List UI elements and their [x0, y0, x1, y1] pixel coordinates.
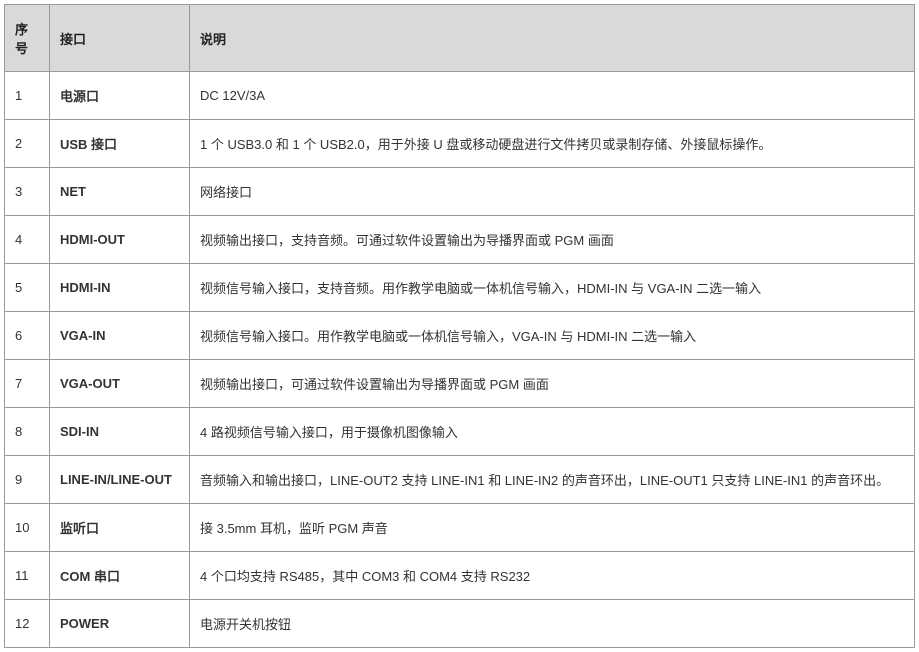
cell-port: VGA-IN — [50, 312, 190, 360]
table-row: 6 VGA-IN 视频信号输入接口。用作教学电脑或一体机信号输入，VGA-IN … — [5, 312, 915, 360]
cell-desc: 音频输入和输出接口，LINE-OUT2 支持 LINE-IN1 和 LINE-I… — [190, 456, 915, 504]
cell-desc: 1 个 USB3.0 和 1 个 USB2.0，用于外接 U 盘或移动硬盘进行文… — [190, 120, 915, 168]
cell-seq: 7 — [5, 360, 50, 408]
cell-desc: 网络接口 — [190, 168, 915, 216]
table-body: 1 电源口 DC 12V/3A 2 USB 接口 1 个 USB3.0 和 1 … — [5, 72, 915, 648]
cell-desc: 视频输出接口，可通过软件设置输出为导播界面或 PGM 画面 — [190, 360, 915, 408]
cell-desc: DC 12V/3A — [190, 72, 915, 120]
table-row: 10 监听口 接 3.5mm 耳机，监听 PGM 声音 — [5, 504, 915, 552]
cell-desc: 视频信号输入接口，支持音频。用作教学电脑或一体机信号输入，HDMI-IN 与 V… — [190, 264, 915, 312]
cell-seq: 5 — [5, 264, 50, 312]
cell-port: HDMI-IN — [50, 264, 190, 312]
cell-seq: 8 — [5, 408, 50, 456]
cell-desc: 4 路视频信号输入接口，用于摄像机图像输入 — [190, 408, 915, 456]
table-row: 5 HDMI-IN 视频信号输入接口，支持音频。用作教学电脑或一体机信号输入，H… — [5, 264, 915, 312]
cell-port: VGA-OUT — [50, 360, 190, 408]
table-row: 9 LINE-IN/LINE-OUT 音频输入和输出接口，LINE-OUT2 支… — [5, 456, 915, 504]
cell-desc: 4 个口均支持 RS485，其中 COM3 和 COM4 支持 RS232 — [190, 552, 915, 600]
cell-seq: 4 — [5, 216, 50, 264]
cell-port: 监听口 — [50, 504, 190, 552]
cell-port: NET — [50, 168, 190, 216]
cell-port: POWER — [50, 600, 190, 648]
cell-seq: 10 — [5, 504, 50, 552]
cell-seq: 9 — [5, 456, 50, 504]
cell-desc: 视频输出接口，支持音频。可通过软件设置输出为导播界面或 PGM 画面 — [190, 216, 915, 264]
cell-port: USB 接口 — [50, 120, 190, 168]
header-port: 接口 — [50, 5, 190, 72]
table-row: 2 USB 接口 1 个 USB3.0 和 1 个 USB2.0，用于外接 U … — [5, 120, 915, 168]
table-row: 3 NET 网络接口 — [5, 168, 915, 216]
cell-seq: 2 — [5, 120, 50, 168]
interface-table: 序号 接口 说明 1 电源口 DC 12V/3A 2 USB 接口 1 个 US… — [4, 4, 915, 648]
table-row: 12 POWER 电源开关机按钮 — [5, 600, 915, 648]
table-row: 4 HDMI-OUT 视频输出接口，支持音频。可通过软件设置输出为导播界面或 P… — [5, 216, 915, 264]
table-row: 11 COM 串口 4 个口均支持 RS485，其中 COM3 和 COM4 支… — [5, 552, 915, 600]
cell-desc: 接 3.5mm 耳机，监听 PGM 声音 — [190, 504, 915, 552]
header-seq: 序号 — [5, 5, 50, 72]
cell-seq: 11 — [5, 552, 50, 600]
header-desc: 说明 — [190, 5, 915, 72]
table-row: 7 VGA-OUT 视频输出接口，可通过软件设置输出为导播界面或 PGM 画面 — [5, 360, 915, 408]
cell-port: LINE-IN/LINE-OUT — [50, 456, 190, 504]
cell-seq: 6 — [5, 312, 50, 360]
table-row: 1 电源口 DC 12V/3A — [5, 72, 915, 120]
cell-seq: 3 — [5, 168, 50, 216]
cell-port: SDI-IN — [50, 408, 190, 456]
cell-desc: 电源开关机按钮 — [190, 600, 915, 648]
cell-port: HDMI-OUT — [50, 216, 190, 264]
cell-seq: 1 — [5, 72, 50, 120]
cell-seq: 12 — [5, 600, 50, 648]
cell-port: 电源口 — [50, 72, 190, 120]
table-header-row: 序号 接口 说明 — [5, 5, 915, 72]
cell-desc: 视频信号输入接口。用作教学电脑或一体机信号输入，VGA-IN 与 HDMI-IN… — [190, 312, 915, 360]
table-row: 8 SDI-IN 4 路视频信号输入接口，用于摄像机图像输入 — [5, 408, 915, 456]
cell-port: COM 串口 — [50, 552, 190, 600]
